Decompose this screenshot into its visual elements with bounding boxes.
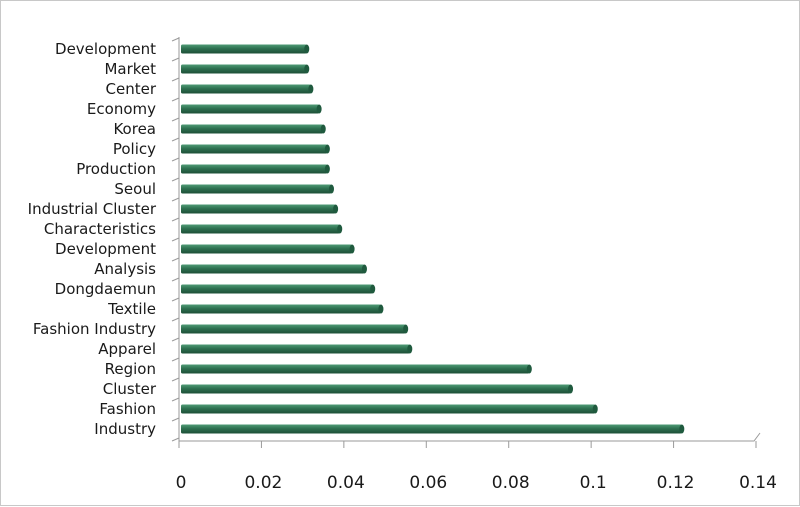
category-label: Dongdaemun bbox=[55, 280, 156, 298]
y-tick bbox=[171, 177, 180, 182]
category-label: Seoul bbox=[114, 180, 156, 198]
bars bbox=[181, 44, 685, 434]
bar-cap bbox=[316, 104, 322, 114]
bar-cap bbox=[333, 204, 339, 214]
y-tick bbox=[171, 157, 180, 162]
x-tick-label: 0.02 bbox=[244, 473, 282, 493]
bar bbox=[181, 424, 682, 434]
y-tick bbox=[171, 57, 180, 62]
bar bbox=[181, 104, 320, 114]
category-label: Region bbox=[105, 360, 156, 378]
category-label: Characteristics bbox=[44, 220, 156, 238]
x-tick-label: 0.1 bbox=[580, 473, 607, 493]
category-label: Development bbox=[55, 240, 156, 258]
category-label: Cluster bbox=[103, 380, 157, 398]
bar-cap bbox=[679, 424, 685, 434]
bar bbox=[181, 324, 406, 334]
x-tick-label: 0.12 bbox=[657, 473, 695, 493]
y-tick bbox=[171, 317, 180, 322]
bar bbox=[181, 224, 340, 234]
y-tick bbox=[171, 77, 180, 82]
x-tick-label: 0.04 bbox=[327, 473, 365, 493]
bar-cap bbox=[308, 84, 314, 94]
y-tick bbox=[171, 137, 180, 142]
category-label: Industrial Cluster bbox=[28, 200, 157, 218]
bar bbox=[181, 284, 373, 294]
category-label: Industry bbox=[94, 420, 156, 438]
y-tick bbox=[171, 377, 180, 382]
bar-cap bbox=[370, 284, 376, 294]
bar-cap bbox=[304, 44, 310, 54]
bar bbox=[181, 124, 324, 134]
x-tick-label: 0.14 bbox=[739, 473, 777, 493]
bar bbox=[181, 264, 365, 274]
x-tick-label: 0.06 bbox=[409, 473, 447, 493]
bar bbox=[181, 404, 596, 414]
y-tick bbox=[171, 197, 180, 202]
category-label: Fashion Industry bbox=[33, 320, 156, 338]
bar bbox=[181, 44, 307, 54]
bar-cap bbox=[337, 224, 343, 234]
bar-cap bbox=[304, 64, 310, 74]
category-label: Policy bbox=[113, 140, 156, 158]
bar bbox=[181, 164, 328, 174]
y-tick bbox=[171, 257, 180, 262]
y-tick bbox=[171, 237, 180, 242]
category-label: Fashion bbox=[99, 400, 156, 418]
bar-cap bbox=[568, 384, 574, 394]
bar bbox=[181, 364, 530, 374]
y-tick bbox=[171, 37, 180, 42]
category-labels: Development Market Center Economy Korea Polic… bbox=[28, 40, 157, 438]
category-label: Production bbox=[76, 160, 156, 178]
y-tick bbox=[171, 277, 180, 282]
y-tick bbox=[171, 297, 180, 302]
y-tick bbox=[171, 417, 180, 422]
y-tick bbox=[171, 357, 180, 362]
x-axis-line bbox=[179, 432, 761, 442]
bar bbox=[181, 204, 336, 214]
bar bbox=[181, 344, 410, 354]
bar bbox=[181, 244, 353, 254]
y-tick bbox=[171, 437, 180, 442]
category-label: Market bbox=[104, 60, 156, 78]
bar bbox=[181, 304, 381, 314]
bar bbox=[181, 384, 571, 394]
bar bbox=[181, 184, 332, 194]
category-label: Korea bbox=[113, 120, 156, 138]
y-tick bbox=[171, 217, 180, 222]
bar-cap bbox=[378, 304, 384, 314]
category-label: Center bbox=[106, 80, 157, 98]
bar-cap bbox=[592, 404, 598, 414]
bar-cap bbox=[526, 364, 532, 374]
y-tick bbox=[171, 337, 180, 342]
bar bbox=[181, 144, 328, 154]
y-tick bbox=[171, 397, 180, 402]
bar bbox=[181, 84, 311, 94]
category-label: Development bbox=[55, 40, 156, 58]
bar-cap bbox=[324, 164, 330, 174]
bar-cap bbox=[349, 244, 355, 254]
bar-cap bbox=[324, 144, 330, 154]
bar bbox=[181, 64, 307, 74]
category-label: Economy bbox=[87, 100, 156, 118]
bar-cap bbox=[407, 344, 413, 354]
bar-cap bbox=[320, 124, 326, 134]
axes bbox=[171, 37, 761, 448]
y-tick bbox=[171, 117, 180, 122]
x-tick-label: 0.08 bbox=[492, 473, 530, 493]
y-tick bbox=[171, 97, 180, 102]
bar-cap bbox=[328, 184, 334, 194]
category-label: Apparel bbox=[98, 340, 156, 358]
bar-cap bbox=[403, 324, 409, 334]
category-label: Textile bbox=[107, 300, 156, 318]
bar-cap bbox=[361, 264, 367, 274]
x-tick-label: 0 bbox=[176, 473, 187, 493]
category-label: Analysis bbox=[94, 260, 156, 278]
x-tick-labels: 0 0.02 0.04 0.06 0.08 0.1 0.12 0.14 bbox=[176, 473, 777, 493]
